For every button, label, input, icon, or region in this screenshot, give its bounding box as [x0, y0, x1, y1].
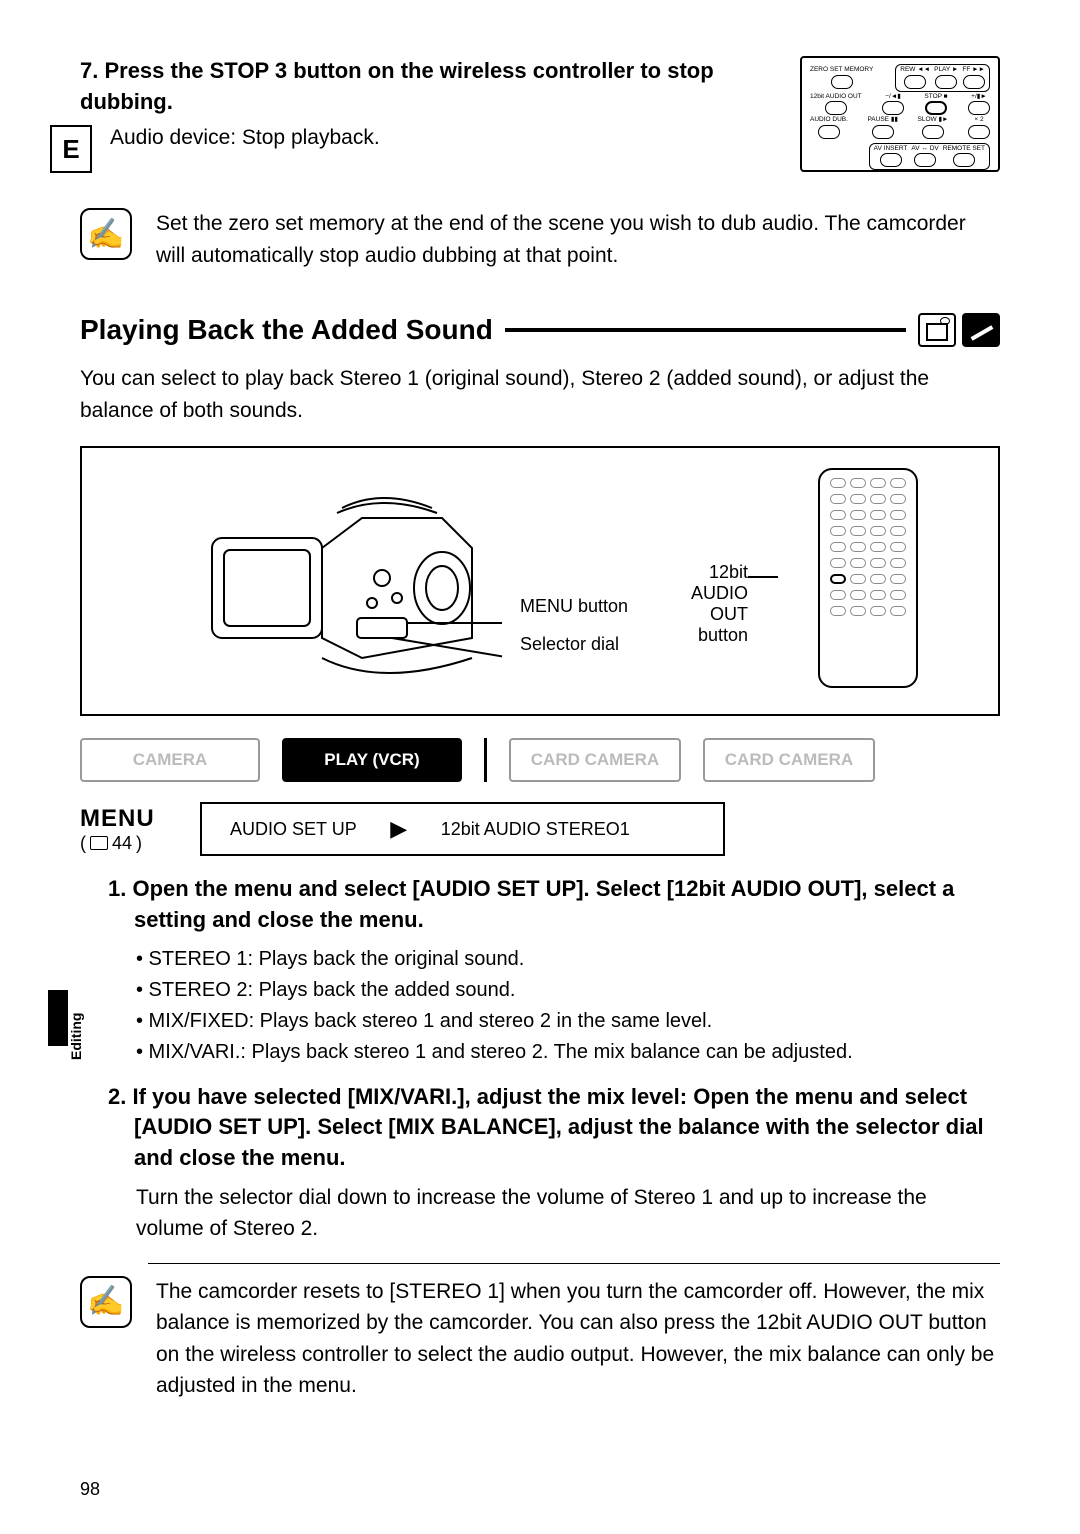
- mode-button-card-camera: CARD CAMERA: [509, 738, 681, 782]
- menu-path-1: AUDIO SET UP: [202, 804, 385, 854]
- tape-mode-icon: [918, 313, 956, 347]
- note-divider: [148, 1263, 1000, 1264]
- remote-label: AV ↔ DV: [911, 146, 938, 153]
- language-badge: E: [50, 125, 92, 173]
- remote-label: ZERO SET MEMORY: [810, 67, 873, 74]
- step-1-bullet: • MIX/VARI.: Plays back stereo 1 and ste…: [136, 1037, 1000, 1068]
- step-1-title: 1. Open the menu and select [AUDIO SET U…: [108, 874, 1000, 936]
- step-1-bullet: • STEREO 2: Plays back the added sound.: [136, 975, 1000, 1006]
- mode-separator: [484, 738, 487, 782]
- section-description: You can select to play back Stereo 1 (or…: [80, 363, 1000, 426]
- step-1-bullet: • MIX/FIXED: Plays back stereo 1 and ste…: [136, 1006, 1000, 1037]
- pen-mode-icon: [962, 313, 1000, 347]
- remote-label: 12bit AUDIO OUT: [810, 94, 862, 101]
- remote-label: SLOW ▮►: [918, 117, 949, 124]
- section-rule: [505, 328, 906, 332]
- remote-label: REW ◄◄: [900, 67, 930, 74]
- note-2-text: The camcorder resets to [STEREO 1] when …: [156, 1276, 1000, 1402]
- menu-arrow-icon: ▶: [385, 816, 413, 842]
- page-number: 98: [80, 1479, 100, 1500]
- diagram-label-selector-dial: Selector dial: [520, 634, 619, 655]
- remote-label: PLAY ►: [934, 67, 958, 74]
- section-title: Playing Back the Added Sound: [80, 314, 493, 346]
- remote-label: AUDIO DUB.: [810, 117, 848, 124]
- note-icon: ✍: [80, 208, 132, 260]
- side-section-label: Editing: [68, 1013, 84, 1060]
- step7-title: 7. Press the STOP 3 button on the wirele…: [80, 56, 780, 118]
- step-2-title: 2. If you have selected [MIX/VARI.], adj…: [108, 1082, 1000, 1174]
- camcorder-illustration: [182, 458, 502, 708]
- remote-label: STOP ■: [924, 94, 947, 101]
- remote-label: PAUSE ▮▮: [867, 117, 898, 124]
- remote-label: × 2: [974, 117, 983, 124]
- menu-label: MENU: [80, 805, 184, 833]
- mode-icons: [918, 313, 1000, 347]
- remote-illustration: [818, 468, 918, 688]
- note-icon: ✍: [80, 1276, 132, 1328]
- diagram-label-audio-out: 12bit AUDIO OUT button: [662, 562, 748, 646]
- note-1-text: Set the zero set memory at the end of th…: [156, 208, 1000, 271]
- mode-button-play-vcr: PLAY (VCR): [282, 738, 462, 782]
- remote-label: +/▮►: [971, 94, 987, 101]
- remote-label: AV INSERT: [874, 146, 908, 153]
- diagram-label-menu-button: MENU button: [520, 596, 628, 617]
- product-diagram: MENU button Selector dial 12bit AUDIO OU…: [80, 446, 1000, 716]
- mode-button-card-camera-2: CARD CAMERA: [703, 738, 875, 782]
- mode-button-camera: CAMERA: [80, 738, 260, 782]
- menu-page-reference: ( 44): [80, 833, 184, 854]
- step7-subtitle: Audio device: Stop playback.: [110, 126, 780, 150]
- menu-path-2: 12bit AUDIO STEREO1: [413, 804, 723, 854]
- remote-label: −/◄▮: [885, 94, 901, 101]
- book-icon: [90, 836, 108, 850]
- menu-path-box: AUDIO SET UP ▶ 12bit AUDIO STEREO1: [200, 802, 725, 856]
- step-1-bullet: • STEREO 1: Plays back the original soun…: [136, 944, 1000, 975]
- remote-label: FF ►►: [962, 67, 985, 74]
- menu-ref-number: 44: [112, 833, 132, 854]
- step-2-sub: Turn the selector dial down to increase …: [136, 1182, 1000, 1245]
- side-tab: [48, 990, 68, 1046]
- remote-diagram: ZERO SET MEMORY REW ◄◄ PLAY ► FF ►► 12bi…: [800, 56, 1000, 172]
- remote-label: REMOTE SET: [943, 146, 985, 153]
